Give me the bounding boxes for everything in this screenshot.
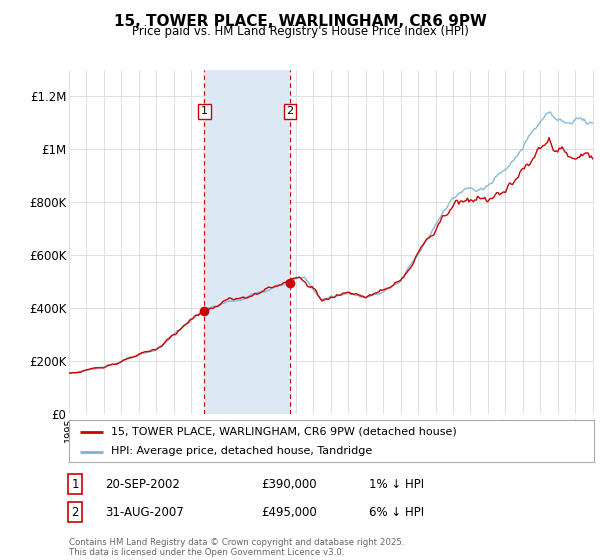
Text: Contains HM Land Registry data © Crown copyright and database right 2025.
This d: Contains HM Land Registry data © Crown c…: [69, 538, 404, 557]
Text: 2: 2: [71, 506, 79, 519]
Text: 15, TOWER PLACE, WARLINGHAM, CR6 9PW: 15, TOWER PLACE, WARLINGHAM, CR6 9PW: [113, 14, 487, 29]
Text: 20-SEP-2002: 20-SEP-2002: [105, 478, 180, 491]
Text: 1: 1: [71, 478, 79, 491]
Text: 31-AUG-2007: 31-AUG-2007: [105, 506, 184, 519]
Text: 15, TOWER PLACE, WARLINGHAM, CR6 9PW (detached house): 15, TOWER PLACE, WARLINGHAM, CR6 9PW (de…: [111, 427, 457, 437]
Text: £495,000: £495,000: [261, 506, 317, 519]
Text: £390,000: £390,000: [261, 478, 317, 491]
Text: 1% ↓ HPI: 1% ↓ HPI: [369, 478, 424, 491]
Text: 2: 2: [287, 106, 293, 116]
Bar: [204, 70, 290, 414]
Text: 6% ↓ HPI: 6% ↓ HPI: [369, 506, 424, 519]
Text: Price paid vs. HM Land Registry's House Price Index (HPI): Price paid vs. HM Land Registry's House …: [131, 25, 469, 38]
Text: HPI: Average price, detached house, Tandridge: HPI: Average price, detached house, Tand…: [111, 446, 372, 456]
Text: 1: 1: [201, 106, 208, 116]
